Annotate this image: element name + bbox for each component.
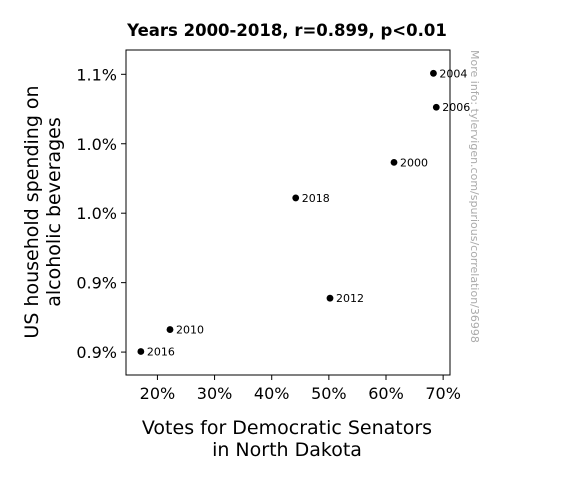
y-axis-label-line-1: US household spending on [21,85,43,338]
data-point-label: 2010 [176,324,204,337]
data-point-label: 2004 [439,67,467,80]
data-point [326,294,334,302]
x-axis-label-line-2: in North Dakota [212,439,362,461]
y-tick-label: 0.9% [76,343,117,362]
x-tick-label: 20% [140,384,176,403]
x-tick-label: 70% [425,384,461,403]
data-point [390,158,398,166]
data-point [430,69,437,77]
data-point [432,103,440,111]
x-axis: 20% 30% 40% 50% 60% 70% [140,375,461,403]
x-tick-label: 60% [368,384,404,403]
y-tick-label: 1.0% [76,135,117,154]
data-point-label: 2006 [442,101,470,114]
data-point [292,194,300,202]
x-tick-label: 40% [254,384,290,403]
source-watermark: More info: tylervigen.com/spurious/corre… [468,50,481,343]
data-point-label: 2018 [302,192,330,205]
data-point-label: 2012 [336,292,364,305]
y-axis-label-line-2: alcoholic beverages [43,117,65,307]
y-tick-label: 0.9% [76,274,117,293]
x-tick-label: 30% [197,384,233,403]
y-tick-label: 1.1% [76,65,117,84]
x-tick-label: 50% [311,384,347,403]
plot-frame [125,49,451,376]
data-point [166,326,174,333]
data-point-label: 2000 [400,156,428,169]
data-point-label: 2016 [147,346,175,359]
chart-title: Years 2000-2018, r=0.899, p<0.01 [126,21,447,40]
x-axis-label-line-1: Votes for Democratic Senators [142,417,432,439]
data-point [137,348,145,355]
y-tick-label: 1.0% [76,204,117,223]
y-axis: 0.9% 0.9% 1.0% 1.0% 1.1% [76,65,126,362]
